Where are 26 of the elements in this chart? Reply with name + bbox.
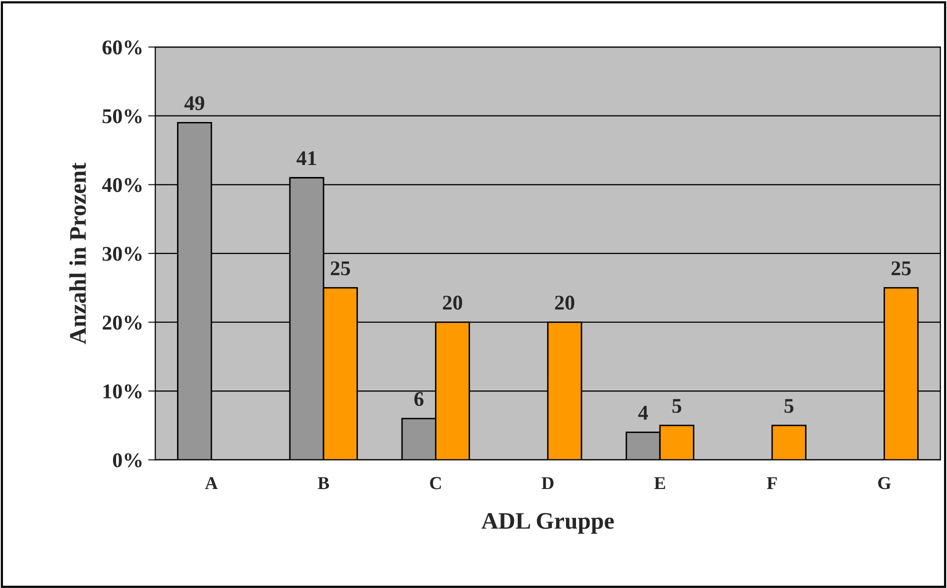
y-tick-label: 40% [102, 178, 142, 192]
data-label: 20 [442, 296, 462, 310]
data-label: 25 [330, 261, 350, 276]
y-tick-label: 60% [102, 40, 142, 55]
data-label: 6 [414, 392, 424, 406]
data-label: 5 [672, 399, 682, 413]
x-tick-label: D [542, 477, 554, 490]
data-label: 5 [784, 399, 794, 413]
y-tick-label: 30% [102, 246, 142, 261]
y-tick-label: 20% [102, 316, 142, 330]
y-tick-label: 50% [102, 109, 142, 124]
x-tick-label: A [205, 477, 218, 490]
x-tick-label: E [654, 477, 666, 490]
x-tick-label: G [878, 477, 891, 490]
y-tick-label: 10% [104, 384, 142, 399]
y-tick-label: 0% [113, 453, 142, 468]
data-label: 25 [892, 261, 911, 276]
x-tick-label: C [430, 477, 441, 490]
data-label: 41 [296, 151, 316, 166]
data-label: 20 [555, 296, 574, 310]
y-axis-title: Anzahl in Prozent [69, 162, 86, 344]
data-label: 4 [638, 406, 648, 420]
x-axis-title: ADL Gruppe [481, 513, 614, 534]
data-label: 49 [184, 96, 204, 110]
x-tick-label: F [766, 477, 777, 490]
x-tick-label: B [318, 477, 330, 490]
